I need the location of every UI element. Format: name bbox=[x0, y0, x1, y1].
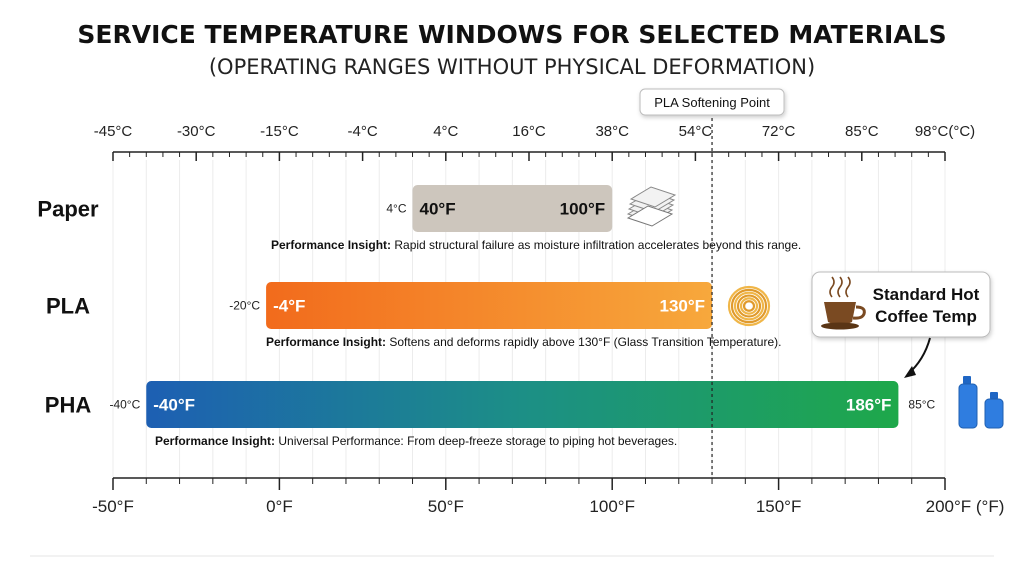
softening-label-box bbox=[639, 88, 785, 116]
material-label: Paper bbox=[37, 197, 99, 222]
range-bars: Paper 40°F 100°F 4°C Performance Insight: Ra… bbox=[37, 185, 1004, 448]
celsius-tick-label: 16°C bbox=[512, 123, 546, 140]
celsius-axis: -45°C -30°C -15°C -4°C 4°C 16°C 38°C 54°C 72°C 85… bbox=[94, 123, 975, 161]
celsius-tick-label: -15°C bbox=[260, 123, 299, 140]
coffee-callout-box bbox=[811, 271, 991, 338]
material-label: PLA bbox=[46, 294, 90, 319]
chart-subtitle: (OPERATING RANGES WITHOUT PHYSICAL DEFOR… bbox=[209, 55, 815, 79]
insight-heading: Performance Insight: bbox=[155, 434, 275, 448]
bottles-icon bbox=[958, 376, 1004, 429]
celsius-tick-label: 54°C bbox=[679, 123, 713, 140]
celsius-tick-label: 85°C bbox=[845, 123, 879, 140]
range-bar bbox=[412, 185, 613, 232]
coffee-callout-line2: Coffee Temp bbox=[875, 307, 977, 326]
row-pla: PLA -4°F 130°F -20°C Performance Insight: So… bbox=[46, 282, 781, 349]
bar-min-label: -4°F bbox=[273, 297, 305, 316]
range-bar bbox=[266, 282, 713, 329]
bar-min-label: 40°F bbox=[420, 200, 456, 219]
filament-spool-icon bbox=[727, 285, 771, 327]
celsius-tick-label: 98°C(°C) bbox=[915, 123, 975, 140]
material-label: PHA bbox=[45, 393, 92, 418]
insight-body: Rapid structural failure as moisture inf… bbox=[391, 238, 801, 252]
range-bar bbox=[146, 381, 899, 428]
bar-min-celsius: 4°C bbox=[386, 202, 406, 216]
insight-heading: Performance Insight: bbox=[266, 335, 386, 349]
coffee-cup-icon bbox=[821, 276, 866, 330]
bar-max-label: 186°F bbox=[846, 396, 892, 415]
celsius-tick-label: -30°C bbox=[177, 123, 216, 140]
celsius-tick-label: 4°C bbox=[433, 123, 458, 140]
softening-label: PLA Softening Point bbox=[654, 95, 770, 110]
insight-body: Softens and deforms rapidly above 130°F … bbox=[386, 335, 781, 349]
celsius-tick-label: -4°C bbox=[348, 123, 378, 140]
performance-insight: Performance Insight: Rapid structural fa… bbox=[271, 238, 801, 252]
fahrenheit-tick-label: 150°F bbox=[756, 497, 802, 516]
coffee-callout-arrowhead bbox=[904, 366, 916, 378]
paper-stack-icon bbox=[626, 186, 677, 227]
insight-heading: Performance Insight: bbox=[271, 238, 391, 252]
fahrenheit-tick-label: 50°F bbox=[428, 497, 464, 516]
bar-min-label: -40°F bbox=[153, 396, 195, 415]
fahrenheit-tick-label: 200°F (°F) bbox=[926, 497, 1005, 516]
pla-softening-marker: PLA Softening Point bbox=[639, 88, 785, 478]
fahrenheit-tick-label: -50°F bbox=[92, 497, 134, 516]
row-pha: PHA -40°F 186°F -40°C 85°C Performance Insigh… bbox=[45, 376, 1004, 448]
row-paper: Paper 40°F 100°F 4°C Performance Insight: Ra… bbox=[37, 185, 801, 252]
coffee-callout-line1: Standard Hot bbox=[873, 285, 980, 304]
bar-min-celsius: -20°C bbox=[229, 299, 260, 313]
bar-max-label: 100°F bbox=[560, 200, 606, 219]
insight-body: Universal Performance: From deep-freeze … bbox=[275, 434, 677, 448]
performance-insight: Performance Insight: Universal Performan… bbox=[155, 434, 677, 448]
bar-max-label: 130°F bbox=[659, 297, 705, 316]
celsius-tick-label: -45°C bbox=[94, 123, 133, 140]
fahrenheit-tick-label: 100°F bbox=[589, 497, 635, 516]
celsius-tick-label: 72°C bbox=[762, 123, 796, 140]
chart-title: SERVICE TEMPERATURE WINDOWS FOR SELECTED… bbox=[77, 20, 946, 49]
coffee-callout: Standard Hot Coffee Temp bbox=[811, 271, 991, 378]
fahrenheit-axis: -50°F 0°F 50°F 100°F 150°F 200°F (°F) bbox=[92, 477, 1005, 516]
fahrenheit-tick-label: 0°F bbox=[266, 497, 293, 516]
performance-insight: Performance Insight: Softens and deforms… bbox=[266, 335, 781, 349]
bar-max-celsius: 85°C bbox=[908, 398, 935, 412]
bar-min-celsius: -40°C bbox=[109, 398, 140, 412]
celsius-tick-label: 38°C bbox=[595, 123, 629, 140]
